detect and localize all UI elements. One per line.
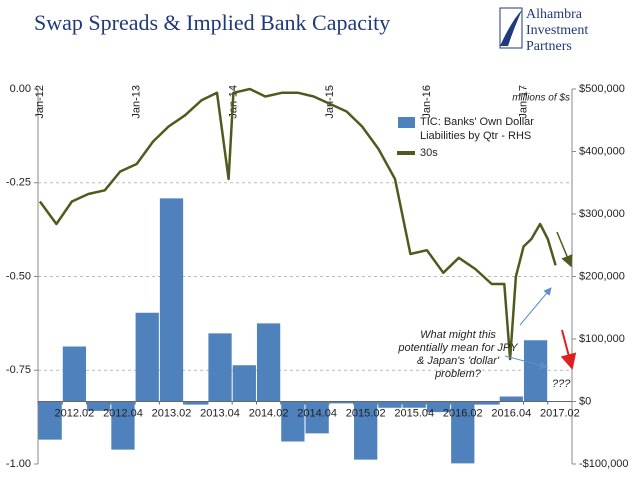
unit-note: millions of $s bbox=[512, 93, 570, 104]
annotation: ??? bbox=[552, 378, 571, 390]
bar bbox=[329, 401, 354, 404]
x-category-label: 2015.02 bbox=[346, 407, 386, 419]
logo-text: Alhambra bbox=[526, 7, 583, 22]
y2-tick-label: $200,000 bbox=[579, 270, 625, 282]
bar bbox=[232, 365, 256, 402]
x-category-label: 2014.02 bbox=[249, 407, 289, 419]
bar bbox=[62, 346, 87, 402]
bar bbox=[354, 401, 378, 460]
arrow bbox=[519, 287, 552, 326]
line bbox=[38, 87, 557, 361]
bar bbox=[475, 401, 499, 405]
legend-label: TIC: Banks' Own Dollar Liabilities by Qt… bbox=[420, 116, 534, 142]
logo-text: Partners bbox=[526, 39, 572, 54]
x-category-label: 2014.04 bbox=[297, 407, 337, 419]
legend-swatch bbox=[398, 117, 415, 128]
x-category-label: 2015.04 bbox=[394, 407, 434, 419]
logo-swoosh bbox=[500, 10, 522, 46]
bar bbox=[523, 340, 548, 402]
bar bbox=[256, 323, 281, 402]
y2-tick-label: -$100,000 bbox=[579, 458, 629, 470]
bar bbox=[305, 401, 329, 434]
x-tick-label: Jan-15 bbox=[324, 85, 336, 119]
y2-tick-label: $300,000 bbox=[579, 208, 625, 220]
x-tick-label: Jan-17 bbox=[518, 85, 530, 119]
y-tick-label: -1.00 bbox=[6, 458, 31, 470]
y-tick-label: -0.25 bbox=[6, 177, 31, 189]
bar bbox=[499, 396, 523, 402]
x-category-label: 2016.02 bbox=[443, 407, 483, 419]
arrow bbox=[560, 329, 577, 370]
chart-title: Swap Spreads & Implied Bank Capacity bbox=[34, 10, 390, 35]
x-category-label: 2012.04 bbox=[103, 407, 143, 419]
logo: Alhambra Investment Partners bbox=[499, 7, 588, 54]
y-tick-label: -0.50 bbox=[6, 270, 31, 282]
arrow bbox=[504, 355, 548, 370]
bar bbox=[451, 401, 475, 464]
y-tick-label: -0.75 bbox=[6, 364, 31, 376]
x-tick-label: Jan-13 bbox=[131, 85, 143, 119]
bar bbox=[87, 401, 111, 411]
x-category-label: 2013.02 bbox=[152, 407, 192, 419]
y2-tick-label: $400,000 bbox=[579, 145, 625, 157]
arrow bbox=[556, 231, 573, 268]
y2-tick-label: $500,000 bbox=[579, 83, 625, 95]
y2-tick-label: $0 bbox=[579, 395, 591, 407]
plot: 0.00 -0.25 -0.50 -0.75 -1.00 $500,000 $400,000… bbox=[6, 83, 629, 470]
bar bbox=[111, 401, 135, 450]
y-tick-label: 0.00 bbox=[10, 83, 31, 95]
bar bbox=[281, 401, 305, 442]
x-category-label: 2017.02 bbox=[540, 407, 580, 419]
bar bbox=[208, 333, 232, 402]
bar bbox=[402, 401, 426, 408]
x-category-label: 2012.02 bbox=[55, 407, 95, 419]
logo-text: Investment bbox=[526, 23, 588, 38]
x-tick-label: Jan-12 bbox=[34, 85, 46, 119]
x-category-label: 2013.04 bbox=[200, 407, 240, 419]
bar bbox=[38, 401, 62, 440]
bar bbox=[426, 401, 451, 413]
legend-label: 30s bbox=[420, 147, 438, 159]
bar bbox=[159, 198, 184, 402]
bar bbox=[184, 401, 208, 405]
x-category-label: 2016.04 bbox=[491, 407, 531, 419]
x-tick-label: Jan-16 bbox=[421, 85, 433, 119]
bar bbox=[378, 401, 402, 408]
annotation: What might this potentially mean for JPY… bbox=[398, 329, 518, 380]
y2-tick-label: $100,000 bbox=[579, 333, 625, 345]
bar bbox=[135, 312, 159, 402]
